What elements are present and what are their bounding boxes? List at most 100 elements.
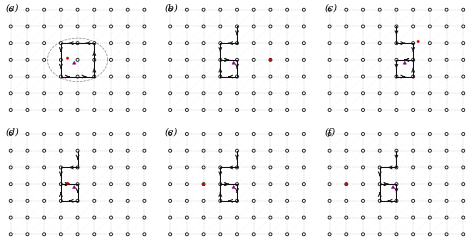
- Circle shape: [143, 149, 146, 152]
- Circle shape: [109, 92, 112, 95]
- Circle shape: [328, 166, 331, 169]
- Circle shape: [59, 199, 63, 202]
- Circle shape: [219, 25, 222, 28]
- Circle shape: [428, 149, 431, 152]
- Circle shape: [286, 25, 289, 28]
- Circle shape: [202, 183, 205, 185]
- Circle shape: [59, 75, 63, 78]
- Circle shape: [219, 109, 222, 112]
- Text: (f): (f): [324, 128, 336, 137]
- Circle shape: [269, 92, 272, 95]
- Circle shape: [43, 183, 46, 186]
- Circle shape: [143, 166, 146, 169]
- Circle shape: [93, 75, 96, 78]
- Circle shape: [66, 182, 69, 184]
- Circle shape: [445, 233, 448, 236]
- Circle shape: [236, 132, 238, 135]
- Circle shape: [395, 216, 398, 219]
- Circle shape: [328, 132, 331, 135]
- Circle shape: [362, 25, 365, 28]
- Circle shape: [26, 183, 29, 186]
- Circle shape: [126, 149, 129, 152]
- Circle shape: [26, 199, 29, 202]
- Circle shape: [126, 132, 129, 135]
- Circle shape: [328, 233, 331, 236]
- Circle shape: [411, 183, 415, 186]
- Circle shape: [302, 183, 305, 186]
- Circle shape: [219, 233, 222, 236]
- Circle shape: [59, 166, 63, 169]
- Circle shape: [286, 183, 289, 186]
- Circle shape: [395, 109, 398, 112]
- Circle shape: [345, 132, 348, 135]
- Circle shape: [445, 132, 448, 135]
- Circle shape: [219, 199, 222, 202]
- Circle shape: [59, 132, 63, 135]
- Circle shape: [185, 58, 188, 61]
- Circle shape: [219, 42, 222, 45]
- Circle shape: [411, 109, 415, 112]
- Circle shape: [169, 75, 172, 78]
- Circle shape: [378, 58, 381, 61]
- Circle shape: [445, 166, 448, 169]
- Circle shape: [26, 132, 29, 135]
- Circle shape: [93, 216, 96, 219]
- Circle shape: [428, 132, 431, 135]
- Circle shape: [236, 233, 238, 236]
- Circle shape: [302, 42, 305, 45]
- Circle shape: [378, 183, 381, 186]
- Circle shape: [445, 109, 448, 112]
- Circle shape: [462, 199, 465, 202]
- Circle shape: [286, 8, 289, 11]
- Circle shape: [93, 166, 96, 169]
- Circle shape: [345, 199, 348, 202]
- Circle shape: [362, 199, 365, 202]
- Circle shape: [411, 92, 415, 95]
- Circle shape: [462, 42, 465, 45]
- Circle shape: [93, 25, 96, 28]
- Circle shape: [286, 132, 289, 135]
- Circle shape: [76, 132, 79, 135]
- Circle shape: [76, 166, 79, 169]
- Circle shape: [411, 216, 415, 219]
- Circle shape: [26, 149, 29, 152]
- Circle shape: [236, 109, 238, 112]
- Circle shape: [59, 42, 63, 45]
- Circle shape: [378, 25, 381, 28]
- Circle shape: [109, 216, 112, 219]
- Circle shape: [9, 132, 12, 135]
- Circle shape: [93, 8, 96, 11]
- Circle shape: [169, 132, 172, 135]
- Circle shape: [417, 40, 419, 43]
- Circle shape: [428, 8, 431, 11]
- Circle shape: [269, 233, 272, 236]
- Circle shape: [378, 42, 381, 45]
- Circle shape: [59, 25, 63, 28]
- Circle shape: [269, 25, 272, 28]
- Polygon shape: [392, 185, 395, 189]
- Circle shape: [362, 216, 365, 219]
- Circle shape: [269, 58, 272, 61]
- Circle shape: [286, 166, 289, 169]
- Circle shape: [302, 92, 305, 95]
- Circle shape: [202, 132, 205, 135]
- Circle shape: [126, 92, 129, 95]
- Circle shape: [428, 216, 431, 219]
- Circle shape: [328, 25, 331, 28]
- Circle shape: [328, 75, 331, 78]
- Circle shape: [302, 233, 305, 236]
- Circle shape: [252, 166, 255, 169]
- Circle shape: [302, 132, 305, 135]
- Circle shape: [428, 199, 431, 202]
- Circle shape: [462, 166, 465, 169]
- Circle shape: [269, 132, 272, 135]
- Circle shape: [395, 25, 398, 28]
- Circle shape: [236, 166, 238, 169]
- Circle shape: [43, 8, 46, 11]
- Circle shape: [362, 183, 365, 186]
- Circle shape: [76, 58, 79, 61]
- Polygon shape: [232, 185, 236, 189]
- Circle shape: [378, 166, 381, 169]
- Circle shape: [395, 75, 398, 78]
- Circle shape: [345, 216, 348, 219]
